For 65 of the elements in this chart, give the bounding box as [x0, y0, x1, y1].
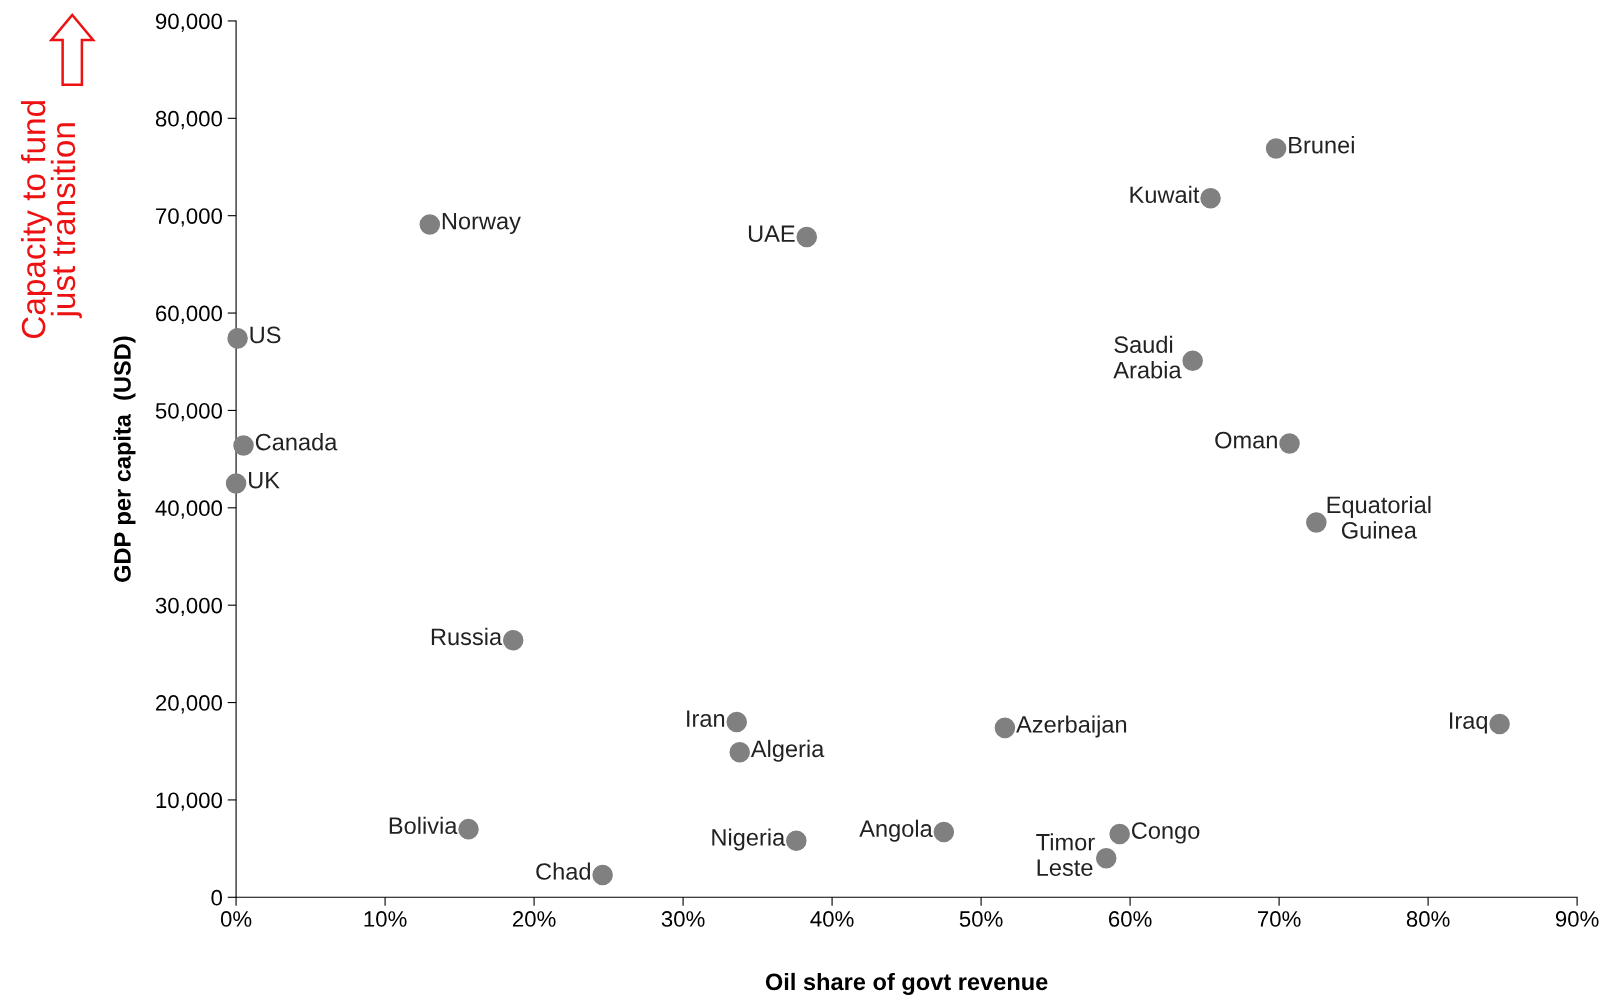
point [1095, 848, 1117, 869]
point [994, 717, 1016, 739]
y-tick-label: 70,000 [156, 208, 223, 227]
annotation: Saudi Arabia [1113, 335, 1182, 379]
y-tick-label: 60,000 [156, 305, 223, 324]
annotation: Chad [536, 862, 590, 880]
y-tick-label: 90,000 [155, 13, 223, 32]
annotation: Kuwait [1130, 185, 1200, 204]
y-tick-label: 50,000 [155, 402, 223, 422]
annotation: Canada [255, 433, 338, 451]
point [1109, 823, 1130, 845]
point [1306, 512, 1327, 533]
text: Capacity to fund just transition [20, 101, 82, 339]
annotation: Congo [1131, 822, 1200, 844]
point [502, 629, 524, 651]
y-tick-label: 40,000 [155, 500, 223, 519]
x-tick-label: 30% [661, 911, 705, 927]
point [726, 711, 747, 733]
annotation: Angola [859, 819, 933, 842]
x-tick-label: 10% [364, 911, 407, 927]
y-tick-label: 80,000 [155, 110, 223, 130]
annotation: Algeria [750, 739, 825, 762]
x-tick-label: 0% [220, 911, 252, 927]
annotation: Russia [431, 627, 503, 646]
x-tick-label: 40% [810, 911, 854, 927]
point [1200, 187, 1221, 209]
annotation: Iran [687, 710, 725, 727]
annotation: Norway [442, 212, 521, 235]
x-tick-label: 90% [1555, 911, 1599, 927]
x-tick-label: 60% [1108, 911, 1152, 927]
annotation: Bolivia [389, 816, 458, 835]
y-tick-label: 30,000 [155, 597, 223, 617]
point [1182, 350, 1203, 372]
y-tick-label: 10,000 [156, 792, 223, 811]
annotation: Nigeria [712, 828, 786, 851]
point [419, 214, 441, 235]
y-tick-label: 20,000 [156, 695, 223, 714]
y-tick-label: 0 [211, 889, 223, 906]
point [233, 435, 254, 456]
annotation: Brunei [1289, 136, 1354, 154]
x-tick-label: 80% [1406, 911, 1450, 927]
annotation: Equatorial Guinea [1327, 495, 1431, 539]
point [592, 864, 613, 886]
annotation: Iraq [1450, 712, 1487, 734]
x-tick-label: 20% [512, 911, 556, 927]
annotation: UAE [748, 225, 795, 243]
annotation: Azerbaijan [1016, 715, 1127, 738]
point [225, 473, 247, 494]
x-tick-label: 50% [959, 911, 1003, 927]
point [1279, 433, 1300, 454]
x-tick-label: 70% [1257, 911, 1301, 927]
annotation: US [250, 326, 281, 344]
point [933, 821, 955, 843]
point [227, 328, 248, 349]
annotation: UK [249, 471, 280, 489]
point [458, 818, 479, 840]
point [729, 741, 750, 763]
annotation: Timor Leste [1036, 833, 1095, 877]
y-axis-title: GDP per capita (USD) [113, 336, 136, 582]
point [786, 830, 807, 852]
point [1489, 713, 1510, 735]
point [1265, 138, 1287, 159]
x-axis-title: Oil share of govt revenue [765, 972, 1048, 995]
annotation: Oman [1215, 431, 1277, 449]
point [796, 226, 818, 248]
